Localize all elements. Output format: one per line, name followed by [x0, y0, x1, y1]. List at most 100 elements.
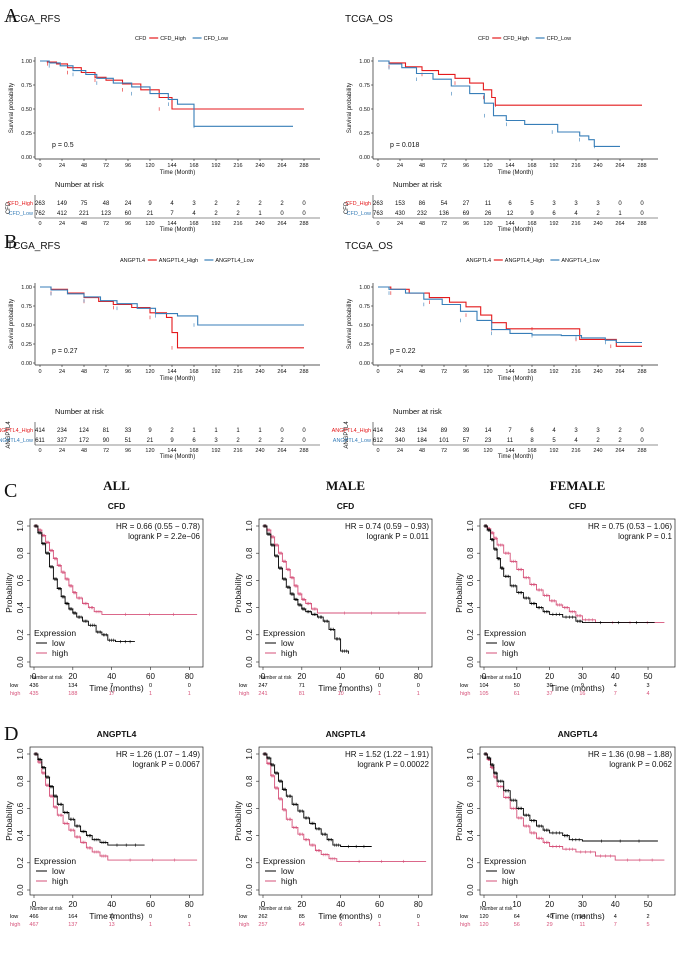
hazard-ratio: HR = 0.66 (0.55 − 0.78) — [116, 522, 200, 531]
censor-mark — [584, 618, 588, 622]
censor-mark — [272, 763, 276, 767]
censor-mark — [589, 850, 593, 854]
risk-value: 8 — [530, 438, 534, 444]
censor-mark — [618, 839, 622, 843]
x-tick-label: 60 — [146, 672, 155, 681]
censor-mark — [74, 611, 78, 615]
panel-label-C: C — [4, 480, 17, 502]
risk-value: 51 — [125, 438, 132, 444]
x-tick-label: 0 — [38, 163, 41, 169]
plot-frame — [29, 746, 204, 896]
risk-table-title: Number at risk — [55, 407, 104, 416]
censor-mark — [295, 584, 299, 588]
censor-mark — [279, 566, 284, 570]
censor-mark — [539, 824, 544, 828]
censor-mark — [275, 771, 280, 775]
risk-value: 7 — [170, 211, 174, 217]
risk-table-title: Number at risk — [480, 675, 513, 681]
censor-mark — [494, 547, 498, 551]
x-tick-label: 96 — [125, 163, 131, 169]
censor-mark — [89, 834, 93, 838]
censor-mark — [572, 610, 576, 614]
risk-value: 81 — [103, 428, 110, 434]
risk-value: 69 — [463, 211, 470, 217]
risk-value: 120 — [479, 914, 488, 920]
risk-x-label: Time (Month) — [160, 227, 195, 233]
censor-mark — [557, 844, 562, 849]
risk-value: 1 — [188, 691, 191, 697]
risk-row-label: low — [460, 914, 468, 920]
legend-title: Expression — [484, 628, 526, 638]
y-tick-label: 0.75 — [359, 304, 370, 310]
risk-x-label: Time (Month) — [498, 454, 533, 460]
censor-mark — [634, 620, 639, 625]
chart-title: CFD — [108, 501, 125, 511]
km-curve-high — [484, 753, 665, 861]
risk-value: 414 — [35, 428, 46, 434]
censor-mark — [337, 843, 341, 847]
censor-mark — [43, 766, 47, 770]
censor-mark — [552, 599, 557, 603]
censor-mark — [329, 838, 334, 842]
risk-table-title: Number at risk — [30, 675, 63, 681]
x-axis-label: Time (Month) — [498, 376, 533, 382]
risk-value: 10 — [338, 691, 344, 697]
risk-value: 2 — [258, 438, 262, 444]
censor-mark — [62, 570, 66, 574]
censor-mark — [484, 752, 489, 756]
censor-mark — [35, 752, 39, 756]
censor-mark — [264, 524, 268, 528]
x-tick-label: 0 — [32, 672, 37, 681]
risk-row-label: low — [239, 683, 247, 689]
censor-mark — [133, 843, 138, 847]
risk-value: 241 — [258, 691, 267, 697]
risk-value: 137 — [68, 922, 77, 928]
risk-value: 430 — [395, 211, 406, 217]
legend-entry: low — [52, 638, 66, 648]
logrank-p: logrank P = 0.011 — [367, 532, 430, 541]
km-curve-CFD_Low — [378, 60, 620, 147]
censor-mark — [50, 565, 55, 569]
legend-entry: low — [502, 638, 516, 648]
y-tick-label: 0.2 — [245, 629, 254, 641]
plot-frame — [479, 518, 676, 668]
risk-x-tick: 48 — [419, 448, 425, 454]
x-tick-label: 120 — [483, 163, 492, 169]
risk-value: 0 — [378, 683, 381, 689]
y-tick-label: 0.00 — [21, 361, 32, 367]
x-axis-label: Time (months) — [318, 911, 373, 921]
y-tick-label: 0.0 — [466, 884, 475, 896]
legend-entry: low — [52, 866, 66, 876]
censor-mark — [268, 756, 272, 760]
risk-value: 0 — [378, 914, 381, 920]
censor-mark — [331, 627, 335, 631]
risk-value: 3 — [647, 683, 650, 689]
risk-value: 0 — [280, 428, 284, 434]
risk-value: 0 — [640, 201, 644, 207]
censor-mark — [96, 850, 100, 854]
censor-mark — [579, 850, 583, 854]
risk-value: 101 — [439, 438, 450, 444]
risk-value: 0 — [640, 211, 644, 217]
censor-mark — [83, 840, 87, 844]
risk-value: 0 — [417, 683, 420, 689]
x-axis-label: Time (months) — [550, 683, 605, 693]
y-tick-label: 0.8 — [466, 775, 475, 787]
risk-x-tick: 216 — [571, 448, 580, 454]
risk-value: 81 — [299, 691, 305, 697]
risk-value: 0 — [302, 201, 306, 207]
censor-mark — [289, 794, 293, 798]
censor-mark — [491, 763, 495, 767]
x-tick-label: 120 — [145, 163, 154, 169]
risk-x-tick: 72 — [103, 221, 109, 227]
censor-mark — [111, 638, 116, 642]
x-tick-label: 0 — [32, 900, 37, 909]
censor-mark — [98, 630, 103, 634]
censor-mark — [70, 607, 74, 611]
y-tick-label: 1.0 — [16, 748, 25, 760]
risk-value: 6 — [192, 438, 196, 444]
risk-x-tick: 192 — [549, 448, 558, 454]
